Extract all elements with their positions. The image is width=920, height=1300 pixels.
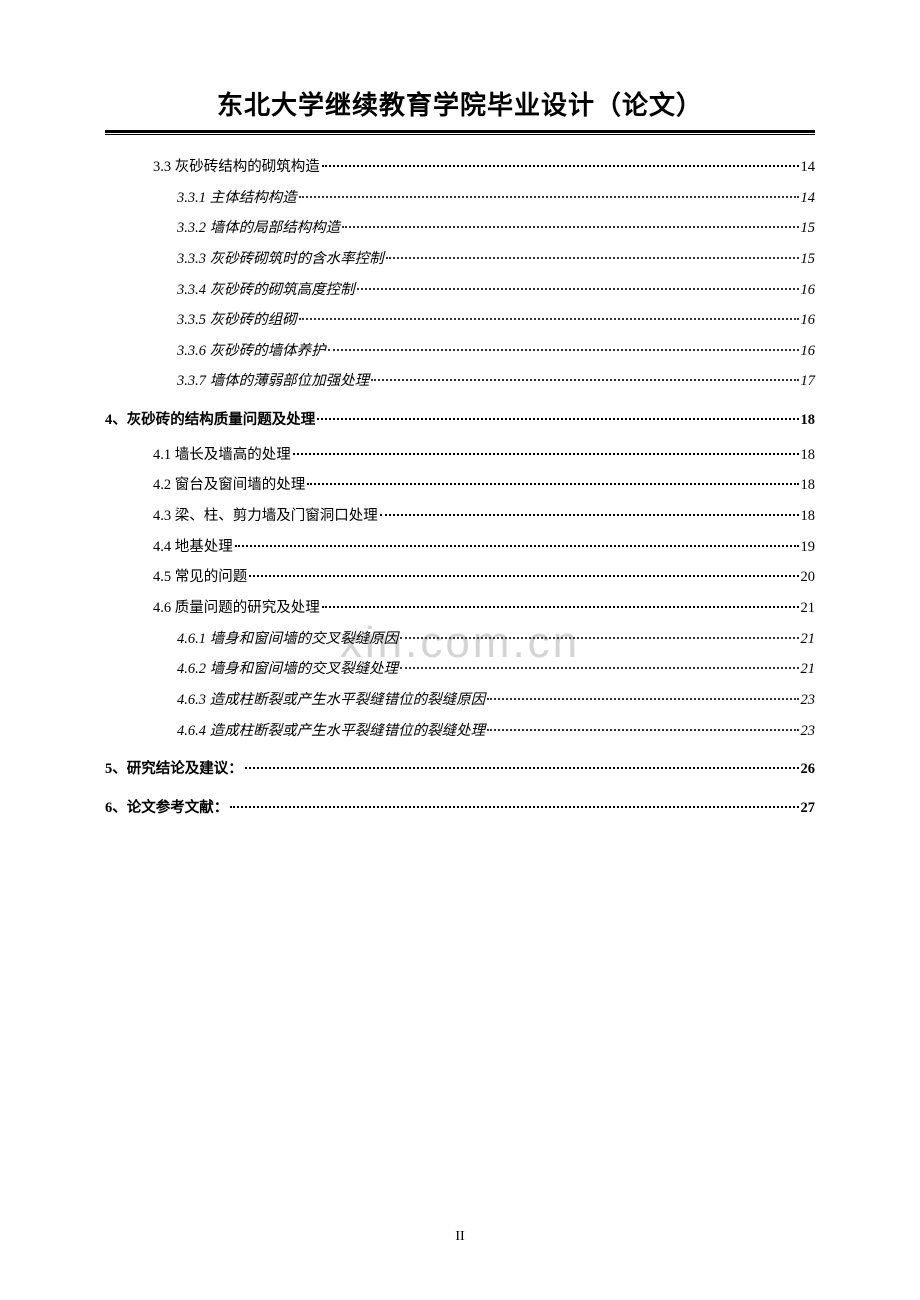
toc-label: 3.3.6 灰砂砖的墙体养护 — [177, 339, 326, 364]
toc-label: 3.3.4 灰砂砖的砌筑高度控制 — [177, 278, 355, 303]
toc-leader-dots — [386, 257, 799, 259]
toc-leader-dots — [487, 698, 798, 700]
toc-entry: 4.6.4 造成柱断裂或产生水平裂缝错位的裂缝处理 23 — [105, 719, 815, 744]
toc-page-number: 21 — [801, 657, 816, 682]
toc-label: 3.3 灰砂砖结构的砌筑构造 — [153, 155, 320, 180]
toc-page-number: 18 — [801, 443, 816, 468]
toc-entry: 4.3 梁、柱、剪力墙及门窗洞口处理 18 — [105, 504, 815, 529]
toc-label: 4.6.4 造成柱断裂或产生水平裂缝错位的裂缝处理 — [177, 719, 485, 744]
toc-leader-dots — [380, 514, 799, 516]
toc-label: 3.3.3 灰砂砖砌筑时的含水率控制 — [177, 247, 384, 272]
toc-label: 4.6.1 墙身和窗间墙的交叉裂缝原因 — [177, 627, 398, 652]
toc-label: 4.5 常见的问题 — [153, 565, 247, 590]
toc-leader-dots — [299, 318, 799, 320]
toc-label: 5、研究结论及建议： — [105, 757, 243, 782]
toc-entry: 4.5 常见的问题 20 — [105, 565, 815, 590]
toc-entry: 6、论文参考文献： 27 — [105, 796, 815, 821]
toc-page-number: 19 — [801, 535, 816, 560]
toc-entry: 3.3.7 墙体的薄弱部位加强处理 17 — [105, 369, 815, 394]
toc-label: 4.6 质量问题的研究及处理 — [153, 596, 320, 621]
toc-leader-dots — [317, 418, 798, 420]
toc-leader-dots — [322, 606, 799, 608]
toc-entry: 3.3.6 灰砂砖的墙体养护 16 — [105, 339, 815, 364]
toc-entry: 4.6.1 墙身和窗间墙的交叉裂缝原因 21 — [105, 627, 815, 652]
toc-page-number: 16 — [801, 339, 816, 364]
toc-page-number: 16 — [801, 308, 816, 333]
toc-leader-dots — [400, 637, 798, 639]
toc-page-number: 21 — [801, 596, 816, 621]
document-header-title: 东北大学继续教育学院毕业设计（论文） — [105, 85, 815, 122]
toc-page-number: 14 — [801, 186, 816, 211]
toc-leader-dots — [307, 483, 798, 485]
toc-label: 4.6.2 墙身和窗间墙的交叉裂缝处理 — [177, 657, 398, 682]
toc-entry: 3.3.2 墙体的局部结构构造 15 — [105, 216, 815, 241]
toc-entry: 4、灰砂砖的结构质量问题及处理 18 — [105, 408, 815, 433]
toc-leader-dots — [249, 575, 798, 577]
toc-label: 3.3.7 墙体的薄弱部位加强处理 — [177, 369, 369, 394]
toc-leader-dots — [487, 729, 798, 731]
toc-entry: 3.3.3 灰砂砖砌筑时的含水率控制 15 — [105, 247, 815, 272]
toc-label: 4.4 地基处理 — [153, 535, 233, 560]
toc-leader-dots — [371, 379, 798, 381]
toc-leader-dots — [230, 806, 798, 808]
toc-page-number: 15 — [801, 247, 816, 272]
toc-leader-dots — [235, 545, 799, 547]
toc-label: 6、论文参考文献： — [105, 796, 228, 821]
toc-entry: 4.6 质量问题的研究及处理 21 — [105, 596, 815, 621]
toc-leader-dots — [357, 288, 799, 290]
toc-label: 4.2 窗台及窗间墙的处理 — [153, 473, 305, 498]
toc-leader-dots — [328, 349, 799, 351]
toc-label: 4、灰砂砖的结构质量问题及处理 — [105, 408, 315, 433]
toc-entry: 4.6.2 墙身和窗间墙的交叉裂缝处理 21 — [105, 657, 815, 682]
toc-entry: 3.3 灰砂砖结构的砌筑构造 14 — [105, 155, 815, 180]
toc-leader-dots — [245, 767, 799, 769]
toc-label: 3.3.2 墙体的局部结构构造 — [177, 216, 340, 241]
header-divider — [105, 130, 815, 135]
page-number: II — [455, 1229, 464, 1245]
toc-label: 4.6.3 造成柱断裂或产生水平裂缝错位的裂缝原因 — [177, 688, 485, 713]
toc-entry: 3.3.4 灰砂砖的砌筑高度控制 16 — [105, 278, 815, 303]
toc-leader-dots — [299, 196, 799, 198]
toc-page-number: 23 — [801, 719, 816, 744]
toc-page-number: 27 — [801, 796, 816, 821]
toc-page-number: 23 — [801, 688, 816, 713]
toc-entry: 3.3.1 主体结构构造 14 — [105, 186, 815, 211]
toc-label: 4.3 梁、柱、剪力墙及门窗洞口处理 — [153, 504, 378, 529]
toc-leader-dots — [322, 165, 799, 167]
toc-leader-dots — [293, 453, 799, 455]
toc-leader-dots — [342, 226, 798, 228]
toc-label: 3.3.1 主体结构构造 — [177, 186, 297, 211]
toc-entry: 4.2 窗台及窗间墙的处理 18 — [105, 473, 815, 498]
toc-entry: 4.1 墙长及墙高的处理 18 — [105, 443, 815, 468]
toc-entry: 4.6.3 造成柱断裂或产生水平裂缝错位的裂缝原因 23 — [105, 688, 815, 713]
toc-page-number: 21 — [801, 627, 816, 652]
toc-page-number: 14 — [801, 155, 816, 180]
toc-entry: 4.4 地基处理 19 — [105, 535, 815, 560]
toc-page-number: 15 — [801, 216, 816, 241]
toc-page-number: 18 — [801, 408, 816, 433]
toc-page-number: 17 — [801, 369, 816, 394]
toc-entry: 5、研究结论及建议： 26 — [105, 757, 815, 782]
toc-page-number: 16 — [801, 278, 816, 303]
toc-label: 4.1 墙长及墙高的处理 — [153, 443, 291, 468]
toc-container: 3.3 灰砂砖结构的砌筑构造 14 3.3.1 主体结构构造 14 3.3.2 … — [105, 155, 815, 820]
toc-page-number: 20 — [801, 565, 816, 590]
toc-page-number: 26 — [801, 757, 816, 782]
toc-page-number: 18 — [801, 473, 816, 498]
toc-page-number: 18 — [801, 504, 816, 529]
toc-label: 3.3.5 灰砂砖的组砌 — [177, 308, 297, 333]
toc-leader-dots — [400, 667, 798, 669]
toc-entry: 3.3.5 灰砂砖的组砌 16 — [105, 308, 815, 333]
